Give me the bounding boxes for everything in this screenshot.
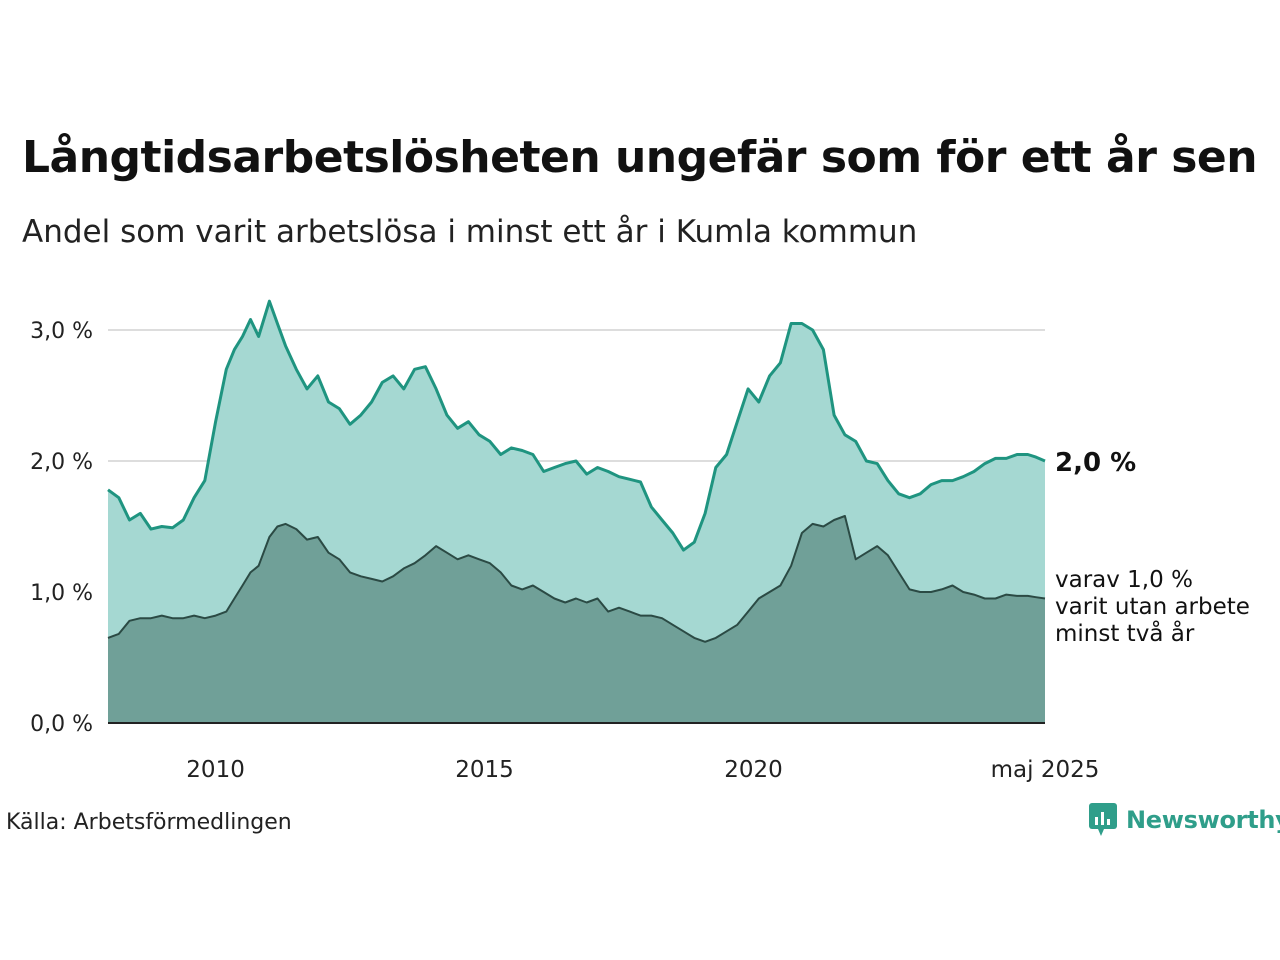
chart-title: Långtidsarbetslösheten ungefär som för e… [22,132,1258,183]
x-tick-label: 2020 [724,757,783,783]
end-label-sub-line: varav 1,0 % [1055,567,1193,593]
newsworthy-logo-icon [1089,803,1117,836]
area-chart: 0,0 % 1,0 % 2,0 % 3,0 % 2010 2015 2020 maj 2025… [30,299,1250,783]
end-label-main: 2,0 % [1055,448,1136,478]
area-layer [107,299,1046,723]
end-label-sub-line: minst två år [1055,619,1195,647]
series-area-2 [108,516,1045,723]
series-line-2 [107,515,1046,643]
newsworthy-logo: Newsworthy [1088,802,1280,838]
y-tick-label: 2,0 % [30,450,93,475]
y-tick-label: 3,0 % [30,319,93,344]
source-note: Källa: Arbetsförmedlingen [6,810,292,835]
y-tick-label: 0,0 % [30,712,93,737]
x-tick-label: 2015 [455,757,514,783]
axis-layer: 0,0 % 1,0 % 2,0 % 3,0 % 2010 2015 2020 maj 2025 [30,319,1099,783]
x-tick-label: maj 2025 [991,757,1100,783]
end-label-sub-line: varit utan arbete [1055,594,1250,620]
y-tick-label: 1,0 % [30,581,93,606]
x-tick-label: 2010 [186,757,245,783]
logo-text: Newsworthy [1126,806,1280,834]
series-line-1 [107,299,1046,552]
chart-subtitle: Andel som varit arbetslösa i minst ett å… [22,214,918,250]
